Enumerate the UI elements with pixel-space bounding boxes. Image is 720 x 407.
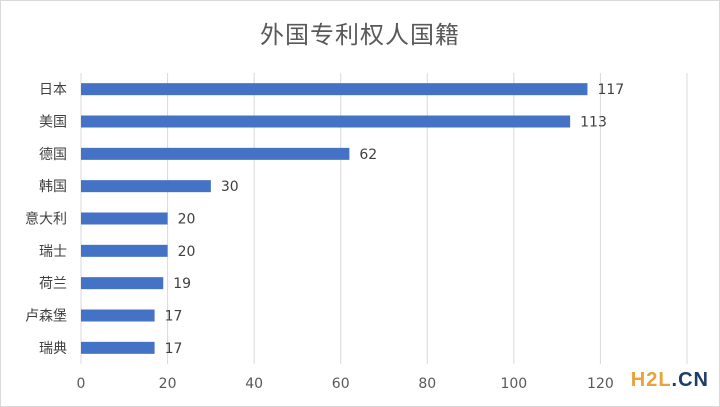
category-label: 瑞典: [39, 341, 67, 357]
x-tick-label: 40: [245, 376, 263, 392]
bar: [81, 83, 588, 96]
bar: [81, 115, 571, 128]
data-label: 62: [359, 147, 377, 163]
chart-title: 外国专利权人国籍: [260, 21, 460, 49]
data-label: 30: [221, 179, 239, 195]
data-label: 113: [580, 115, 607, 131]
x-tick-label: 0: [77, 376, 86, 392]
bar: [81, 212, 168, 225]
x-tick-label: 100: [500, 376, 527, 392]
x-tick-label: 60: [332, 376, 350, 392]
watermark-part1: H2L: [630, 369, 672, 391]
watermark-part2: .CN: [671, 369, 709, 391]
x-tick-label: 120: [587, 376, 614, 392]
data-label: 20: [178, 212, 196, 228]
bar: [81, 341, 155, 354]
x-tick-label: 20: [159, 376, 177, 392]
bar: [81, 309, 155, 322]
category-label: 卢森堡: [25, 309, 67, 325]
bar: [81, 277, 164, 290]
category-label: 美国: [39, 115, 67, 131]
bar: [81, 180, 211, 193]
data-label: 17: [165, 309, 183, 325]
data-label: 17: [165, 341, 183, 357]
data-label: 117: [597, 82, 624, 98]
category-label: 韩国: [39, 179, 67, 195]
category-label: 瑞士: [39, 244, 67, 260]
category-label: 荷兰: [39, 276, 67, 292]
watermark-logo: H2L.CN: [631, 369, 709, 392]
category-label: 意大利: [25, 211, 67, 228]
category-label: 日本: [39, 82, 67, 98]
bar: [81, 147, 350, 160]
category-label: 德国: [39, 147, 67, 163]
bar: [81, 244, 168, 257]
data-label: 20: [178, 244, 196, 260]
x-tick-label: 80: [418, 376, 436, 392]
data-label: 19: [173, 276, 191, 292]
